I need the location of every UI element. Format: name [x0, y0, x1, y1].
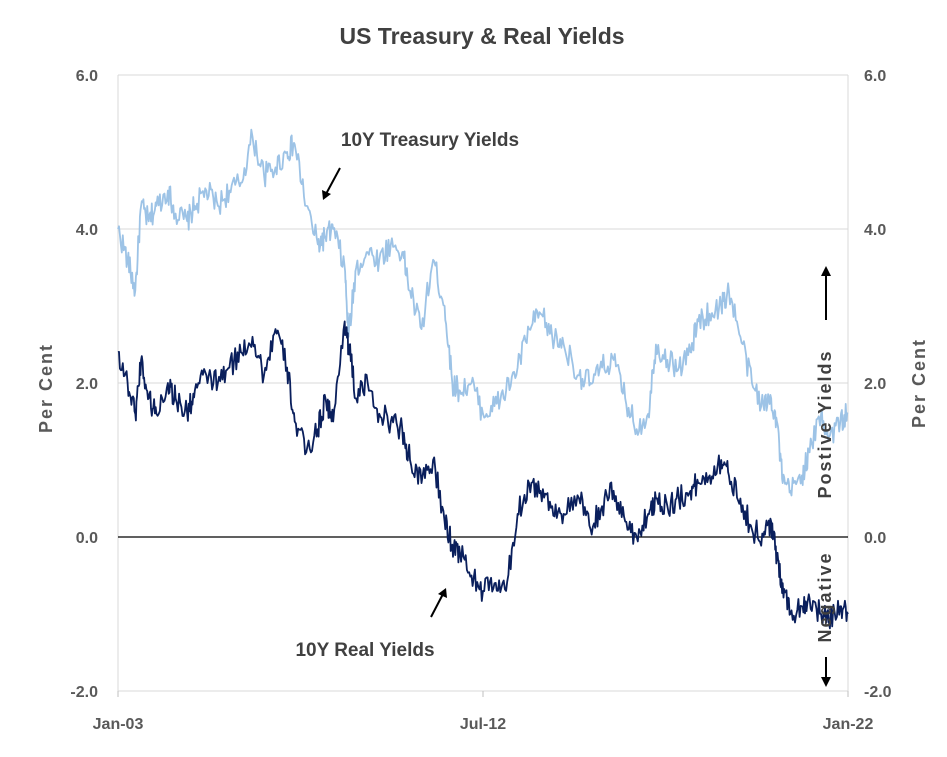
positive-arrow-icon [821, 266, 831, 320]
series-layer [117, 128, 849, 630]
right-y-tick-label: 4.0 [864, 222, 886, 239]
left-y-tick-label: 6.0 [76, 68, 98, 85]
left-y-tick-label: 4.0 [76, 222, 98, 239]
right-y-axis-ticks: -2.0 0.0 2.0 4.0 6.0 [864, 68, 892, 701]
treasury-arrow-icon [322, 167, 341, 200]
right-y-tick-label: 6.0 [864, 68, 886, 85]
x-axis-ticks: Jan-03 Jul-12 Jan-22 [93, 690, 874, 733]
right-y-tick-label: 0.0 [864, 530, 886, 547]
x-tick-label: Jan-03 [93, 716, 144, 733]
real-series-annotation: 10Y Real Yields [295, 640, 434, 661]
left-y-tick-label: 0.0 [76, 530, 98, 547]
right-y-tick-label: 2.0 [864, 376, 886, 393]
left-y-tick-label: -2.0 [70, 684, 98, 701]
left-y-axis-label: Per Cent [36, 343, 56, 433]
right-y-axis-label: Per Cent [909, 338, 929, 428]
left-y-axis-ticks: -2.0 0.0 2.0 4.0 6.0 [70, 68, 98, 701]
right-y-tick-label: -2.0 [864, 684, 892, 701]
real-yield-line [117, 320, 849, 630]
treasury-yield-line [117, 128, 849, 497]
negative-yields-label: Negative [815, 551, 835, 642]
x-tick-label: Jul-12 [460, 716, 506, 733]
left-y-tick-label: 2.0 [76, 376, 98, 393]
chart-title: US Treasury & Real Yields [339, 23, 624, 49]
treasury-series-annotation: 10Y Treasury Yields [341, 130, 519, 151]
positive-yields-label: Postive Yields [815, 349, 835, 498]
x-tick-label: Jan-22 [823, 716, 874, 733]
negative-arrow-icon [821, 657, 831, 687]
gridlines [118, 74, 848, 692]
real-arrow-icon [430, 588, 447, 618]
